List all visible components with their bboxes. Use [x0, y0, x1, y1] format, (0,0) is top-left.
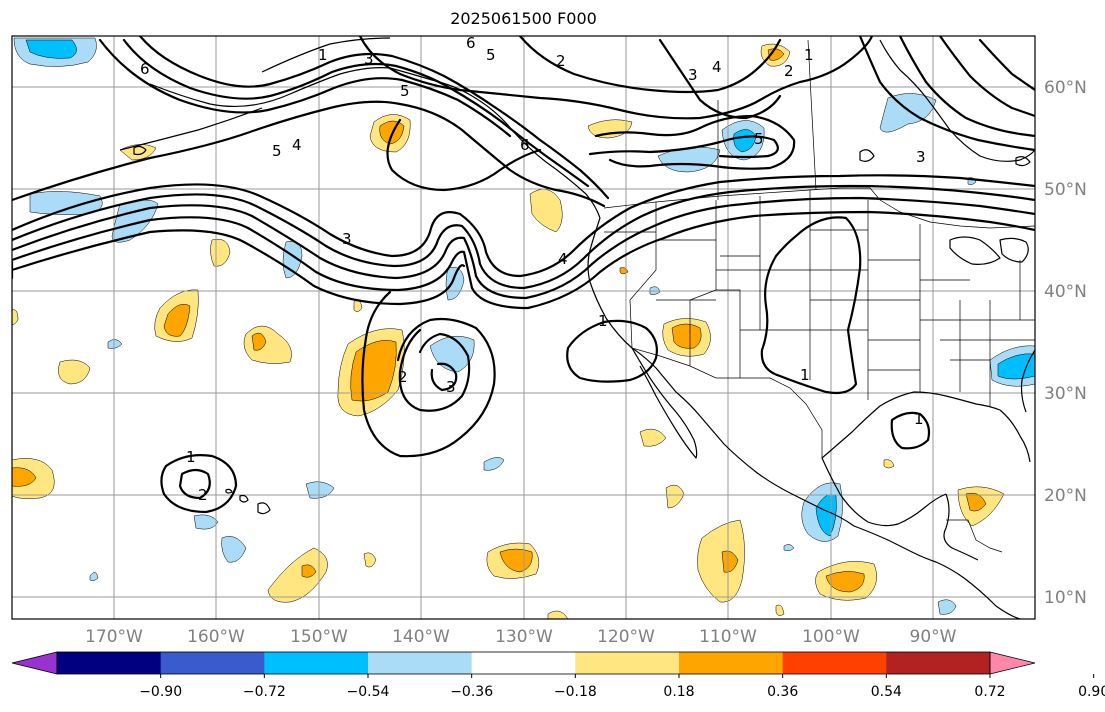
coastlines: [119, 37, 1035, 619]
map-border: [11, 35, 1036, 620]
colorbar-tick-label: −0.54: [347, 684, 390, 700]
contour-labels: 1 3 6 5 2 3 4 2 1 6 5 4 3 5 3 4 1 1 1 2 …: [140, 34, 926, 504]
lat-label: 20°N: [1044, 486, 1087, 506]
lat-label: 60°N: [1044, 78, 1087, 98]
contour-label: 6: [466, 34, 476, 52]
colorbar-cell: [782, 652, 887, 674]
political-borders: [603, 39, 1035, 553]
lon-label: 150°W: [290, 627, 348, 647]
colorbar-tick-label: −0.72: [243, 684, 286, 700]
colorbar-tick-label: −0.90: [139, 684, 182, 700]
colorbar-tick-label: −0.18: [554, 684, 597, 700]
contour-label: 3: [364, 50, 374, 68]
lat-label: 50°N: [1044, 180, 1087, 200]
lat-label: 30°N: [1044, 384, 1087, 404]
lon-label: 100°W: [802, 627, 860, 647]
latitude-labels: 60°N 50°N 40°N 30°N 20°N 10°N: [1044, 78, 1087, 608]
contour-label: 2: [398, 368, 408, 386]
colorbar-tick-label: 0.90: [1078, 684, 1105, 700]
lon-label: 170°W: [85, 627, 143, 647]
contour-label: 5: [486, 46, 496, 64]
contour-label: 2: [556, 52, 566, 70]
contour-label: 6: [520, 136, 530, 154]
contour-label: 1: [318, 46, 328, 64]
contour-label: 5: [272, 142, 282, 160]
colorbar: −0.90 −0.72 −0.54 −0.36 −0.18 0.18 0.36 0.54 0.7…: [11, 651, 1105, 700]
lat-label: 10°N: [1044, 588, 1087, 608]
contour-label: 4: [558, 250, 568, 268]
contour-label: 3: [916, 148, 926, 166]
contour-label: 2: [784, 62, 794, 80]
colorbar-cell: [575, 652, 680, 674]
colorbar-extend-low: [11, 651, 58, 675]
colorbar-tick-label: 0.54: [871, 684, 902, 700]
contour-label: 3: [342, 230, 352, 248]
contour-label: 2: [198, 486, 208, 504]
colorbar-extend-high: [989, 651, 1036, 675]
contour-label: 1: [186, 448, 196, 466]
contour-label: 1: [598, 312, 608, 330]
contour-label: 3: [446, 378, 456, 396]
longitude-labels: 170°W 160°W 150°W 140°W 130°W 120°W 110°…: [85, 627, 957, 647]
lon-label: 90°W: [910, 627, 957, 647]
lon-label: 140°W: [392, 627, 450, 647]
lon-label: 120°W: [597, 627, 655, 647]
colorbar-cell: [57, 652, 162, 674]
colorbar-outline: [56, 651, 991, 675]
contour-label: 5: [754, 130, 764, 148]
colorbar-cell: [264, 652, 369, 674]
lat-label: 40°N: [1044, 282, 1087, 302]
colorbar-cell: [471, 652, 576, 674]
colorbar-cell: [679, 652, 784, 674]
colorbar-cell: [368, 652, 473, 674]
colorbar-tick-label: 0.72: [974, 684, 1005, 700]
contour-label: 1: [800, 366, 810, 384]
colorbar-cell: [160, 652, 265, 674]
contour-label: 5: [400, 82, 410, 100]
contour-label: 1: [804, 46, 814, 64]
colorbar-cell: [886, 652, 991, 674]
contour-label: 1: [914, 410, 924, 428]
contour-label: 4: [712, 58, 722, 76]
map-title: 2025061500 F000: [450, 9, 597, 28]
map-content: 1 3 6 5 2 3 4 2 1 6 5 4 3 5 3 4 1 1 1 2 …: [12, 34, 1035, 619]
anomaly-shading: [12, 37, 1035, 619]
colorbar-tick-label: −0.36: [450, 684, 493, 700]
contour-label: 6: [140, 60, 150, 78]
lon-label: 110°W: [699, 627, 757, 647]
contour-label: 3: [688, 66, 698, 84]
lon-label: 160°W: [187, 627, 245, 647]
colorbar-tick-label: 0.36: [767, 684, 798, 700]
contour-lines: [12, 36, 1035, 514]
contour-label: 4: [292, 136, 302, 154]
lon-label: 130°W: [495, 627, 553, 647]
colorbar-tick-label: 0.18: [663, 684, 694, 700]
